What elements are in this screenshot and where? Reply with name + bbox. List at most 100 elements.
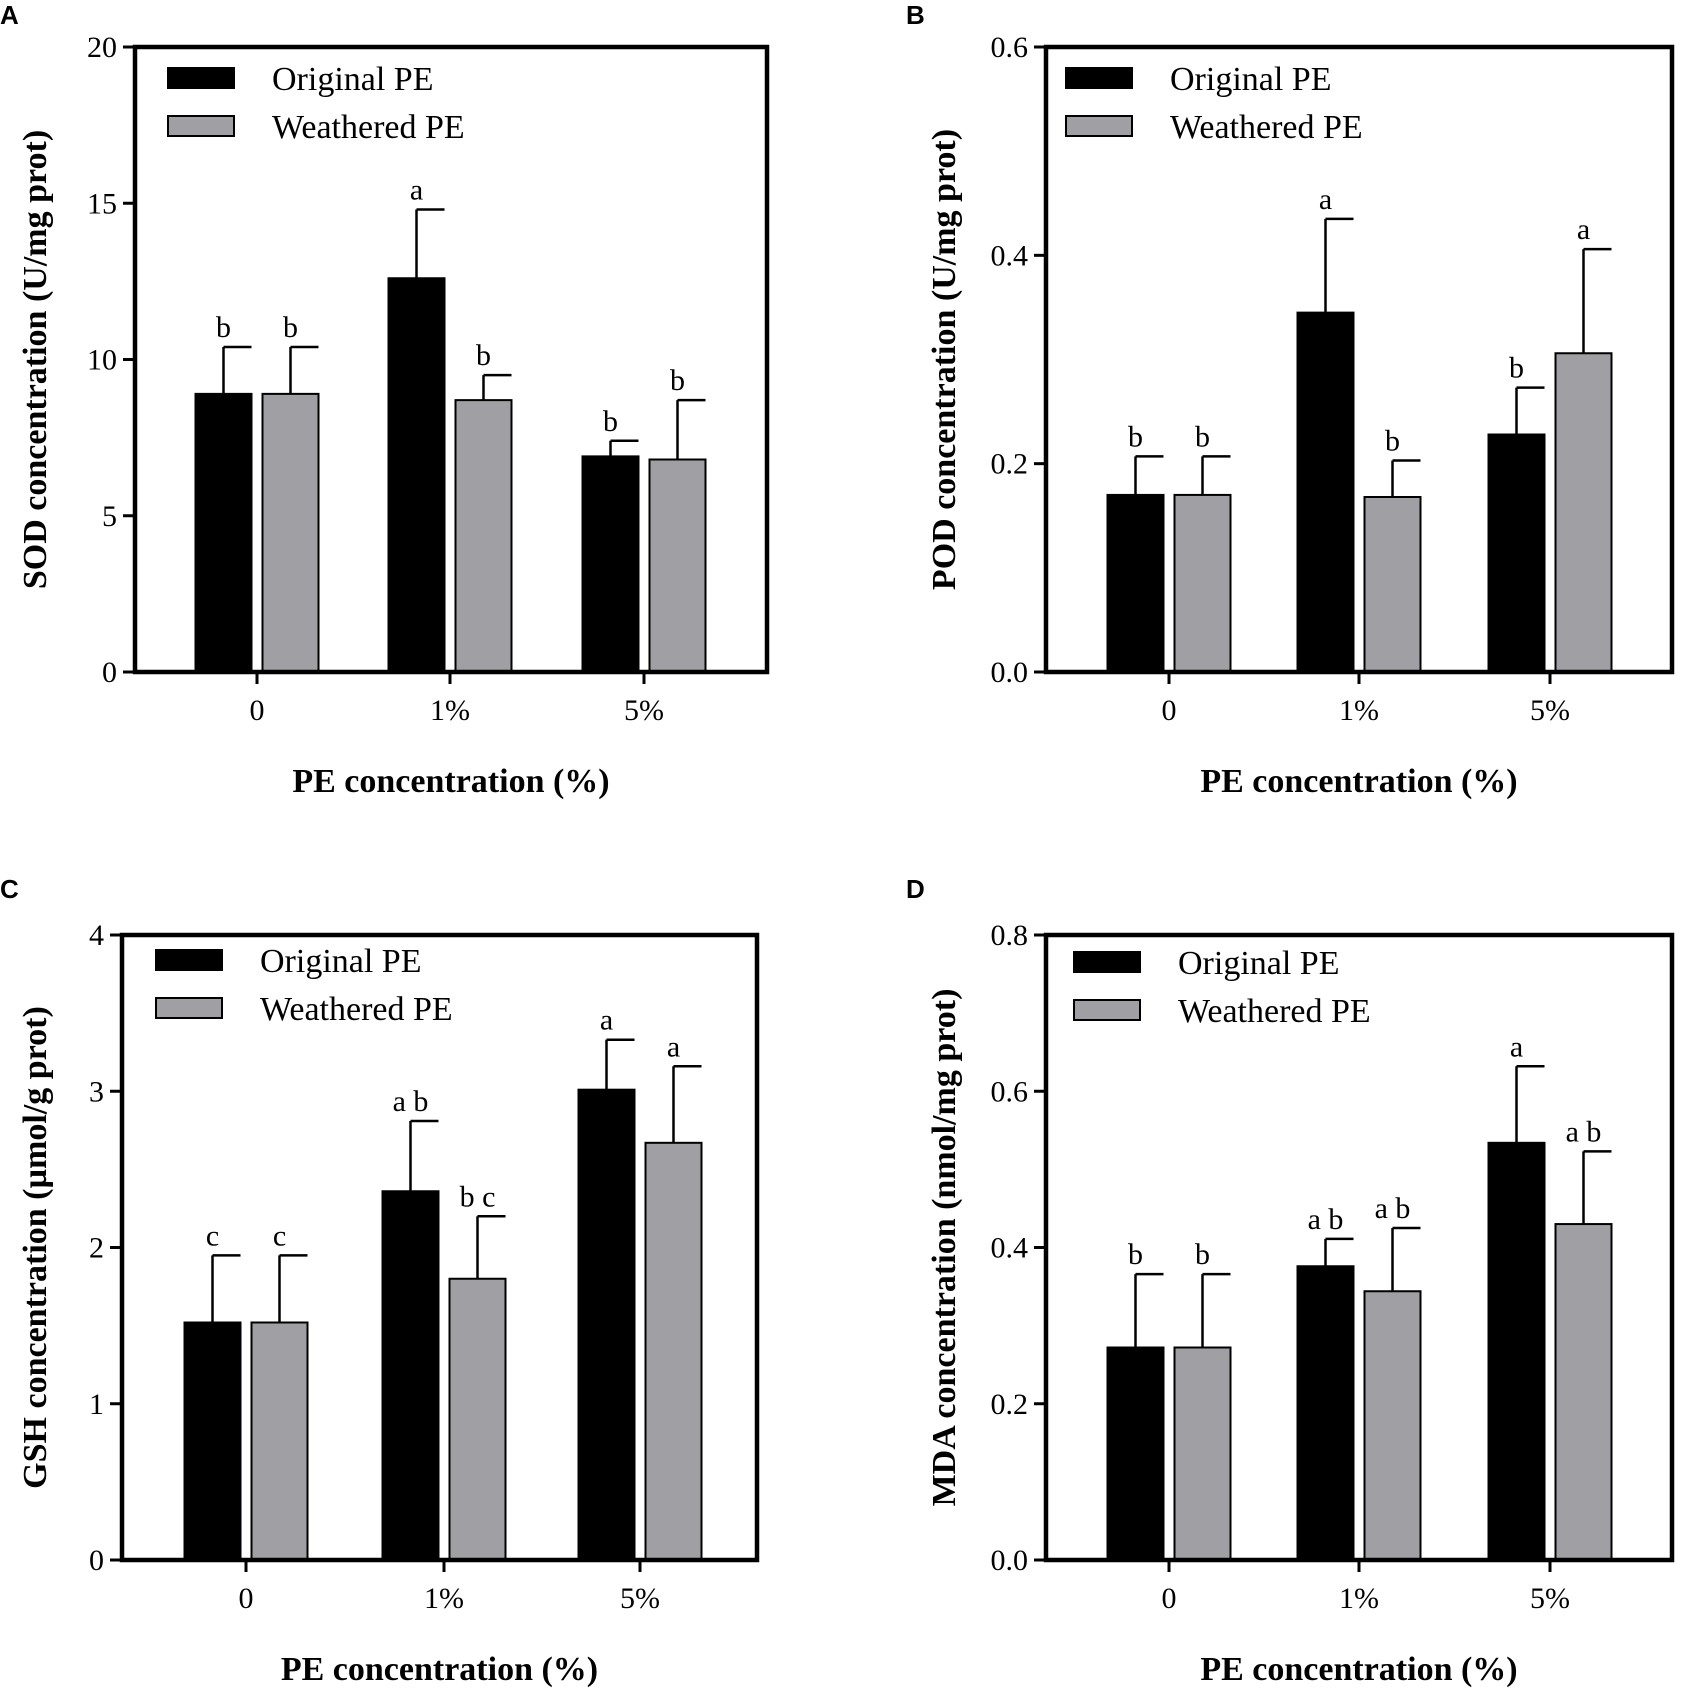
y-tick-label: 0.6 <box>991 31 1029 64</box>
x-tick-label: 0 <box>1162 694 1177 727</box>
y-tick-label: 0.0 <box>991 656 1029 689</box>
panel-letter: C <box>0 874 19 904</box>
legend-label-original: Original PE <box>272 61 433 98</box>
bar-original-2 <box>577 1088 636 1561</box>
y-tick-label: 3 <box>89 1075 104 1108</box>
legend-swatch-weathered <box>1065 115 1133 137</box>
x-axis-title: PE concentration (%) <box>1200 1651 1517 1688</box>
bar-original-1 <box>1296 311 1355 673</box>
legend-label-weathered: Weathered PE <box>260 991 453 1028</box>
legend-swatch-weathered <box>1073 999 1141 1021</box>
x-axis-title: PE concentration (%) <box>1200 763 1517 800</box>
bar-original-2 <box>581 455 640 673</box>
chart-panel-pod: Bb a b b b a 0.0 0.2 0.4 0.6 0 1% 5% PE concentration… <box>906 0 1675 800</box>
x-axis-title: PE concentration (%) <box>292 763 609 800</box>
bar-original-2 <box>1487 1141 1546 1561</box>
y-tick-label: 0 <box>89 1544 104 1577</box>
y-tick-label: 0.8 <box>991 919 1029 952</box>
bar-weathered-2 <box>1554 1223 1613 1561</box>
significance-label: a b <box>393 1085 429 1118</box>
significance-label: b <box>1195 1238 1210 1271</box>
x-tick-label: 5% <box>620 1582 660 1615</box>
x-tick-label: 0 <box>239 1582 254 1615</box>
significance-label: c <box>206 1219 219 1252</box>
y-tick-label: 2 <box>89 1232 104 1265</box>
legend-label-original: Original PE <box>1170 61 1331 98</box>
y-tick-label: 20 <box>87 31 117 64</box>
bar-weathered-1 <box>448 1277 507 1561</box>
x-tick-label: 1% <box>1339 1582 1379 1615</box>
y-tick-label: 0.6 <box>991 1075 1029 1108</box>
legend-swatch-weathered <box>155 997 223 1019</box>
bar-weathered-0 <box>1173 1346 1232 1561</box>
significance-label: b <box>1385 425 1400 458</box>
bar-weathered-1 <box>454 399 513 673</box>
legend-label-original: Original PE <box>1178 945 1339 982</box>
y-tick-label: 4 <box>89 919 104 952</box>
significance-label: a <box>600 1004 613 1037</box>
significance-label: b <box>283 311 298 344</box>
x-tick-label: 5% <box>1530 694 1570 727</box>
significance-label: b <box>670 364 685 397</box>
bar-original-0 <box>1106 493 1165 673</box>
x-tick-label: 5% <box>1530 1582 1570 1615</box>
significance-label: a b <box>1566 1115 1602 1148</box>
chart-panel-gsh: Cc a b a c b c a 0 1 2 3 4 0 1% 5% PE concentration (%… <box>0 874 760 1688</box>
bar-weathered-2 <box>644 1141 703 1561</box>
legend-swatch-original <box>1073 951 1141 973</box>
y-tick-label: 0.4 <box>991 1232 1029 1265</box>
significance-label: a <box>667 1030 680 1063</box>
bar-original-1 <box>381 1190 440 1561</box>
panel-letter: D <box>906 874 925 904</box>
significance-label: a b <box>1375 1192 1411 1225</box>
y-tick-label: 0.0 <box>991 1544 1029 1577</box>
chart-panel-mda: Db a b a b a b a b 0.0 0.2 0.4 0.6 0.8 0 1% 5% PE conc… <box>906 874 1675 1688</box>
x-tick-label: 5% <box>624 694 664 727</box>
bar-weathered-0 <box>261 392 320 673</box>
y-axis-title: GSH concentration (µmol/g prot) <box>17 1006 54 1489</box>
x-tick-label: 1% <box>1339 694 1379 727</box>
significance-label: c <box>273 1219 286 1252</box>
significance-label: b <box>476 339 491 372</box>
significance-label: b c <box>460 1180 496 1213</box>
y-tick-label: 0.4 <box>991 239 1029 272</box>
significance-label: a b <box>1308 1203 1344 1236</box>
bar-weathered-1 <box>1363 496 1422 673</box>
legend-label-weathered: Weathered PE <box>1178 993 1371 1030</box>
significance-label: a <box>1319 183 1332 216</box>
bar-original-1 <box>1296 1265 1355 1561</box>
legend-label-original: Original PE <box>260 943 421 980</box>
significance-label: b <box>1509 352 1524 385</box>
significance-label: a <box>410 174 423 207</box>
bar-weathered-0 <box>1173 493 1232 673</box>
y-tick-label: 0 <box>102 656 117 689</box>
significance-label: a <box>1577 213 1590 246</box>
y-tick-label: 1 <box>89 1388 104 1421</box>
x-axis-title: PE concentration (%) <box>281 1651 598 1688</box>
y-tick-label: 0.2 <box>991 448 1029 481</box>
bar-original-2 <box>1487 433 1546 673</box>
bar-weathered-1 <box>1363 1290 1422 1561</box>
x-tick-label: 0 <box>1162 1582 1177 1615</box>
bar-weathered-0 <box>250 1321 309 1561</box>
legend-swatch-weathered <box>167 115 235 137</box>
y-tick-label: 10 <box>87 344 117 377</box>
legend-swatch-original <box>1065 67 1133 89</box>
y-tick-label: 0.2 <box>991 1388 1029 1421</box>
y-axis-title: MDA concentration (nmol/mg prot) <box>926 989 963 1507</box>
y-axis-title: POD concentration (U/mg prot) <box>926 129 963 590</box>
legend-label-weathered: Weathered PE <box>1170 109 1363 146</box>
significance-label: b <box>216 311 231 344</box>
legend-label-weathered: Weathered PE <box>272 109 465 146</box>
bar-weathered-2 <box>648 458 707 673</box>
panel-letter: A <box>0 0 19 30</box>
bar-weathered-2 <box>1554 352 1613 673</box>
significance-label: b <box>1128 1238 1143 1271</box>
legend-swatch-original <box>167 67 235 89</box>
significance-label: a <box>1510 1030 1523 1063</box>
significance-label: b <box>603 405 618 438</box>
y-tick-label: 15 <box>87 187 117 220</box>
bar-original-0 <box>1106 1346 1165 1561</box>
bar-original-1 <box>387 277 446 673</box>
